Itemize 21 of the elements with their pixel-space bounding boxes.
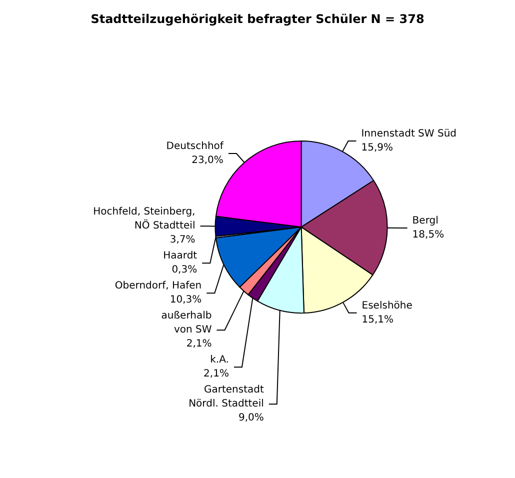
slice-label: k.A. bbox=[210, 354, 229, 366]
data-label: 0,3% bbox=[172, 264, 198, 276]
data-label: 15,9% bbox=[361, 142, 394, 154]
slice-label: Hochfeld, Steinberg, NÖ Stadtteil bbox=[93, 206, 196, 232]
data-label: 10,3% bbox=[170, 294, 202, 306]
slice-label: Oberndorf, Hafen bbox=[114, 280, 202, 292]
data-label: 23,0% bbox=[192, 155, 224, 166]
data-label: 18,5% bbox=[412, 229, 444, 240]
data-label: 2,1% bbox=[186, 338, 212, 350]
slice-label: Bergl bbox=[412, 215, 438, 226]
slice-label: Gartenstadt Nördl. Stadtteil bbox=[188, 384, 264, 410]
slice-label: Innenstadt SW Süd bbox=[361, 128, 457, 140]
data-label: 2,1% bbox=[204, 368, 229, 380]
data-label: 3,7% bbox=[170, 234, 196, 246]
chart-title: Stadtteilzugehörigkeit befragter Schüler N = 378 bbox=[90, 12, 424, 26]
slice-label: Eselshöhe bbox=[362, 300, 412, 312]
slice-label: außerhalb von SW bbox=[161, 310, 212, 336]
slice-label: Deutschhof bbox=[166, 141, 224, 152]
data-label: 15,1% bbox=[362, 314, 394, 326]
data-label: 9,0% bbox=[238, 412, 264, 424]
slice-label: Haardt bbox=[163, 250, 198, 262]
